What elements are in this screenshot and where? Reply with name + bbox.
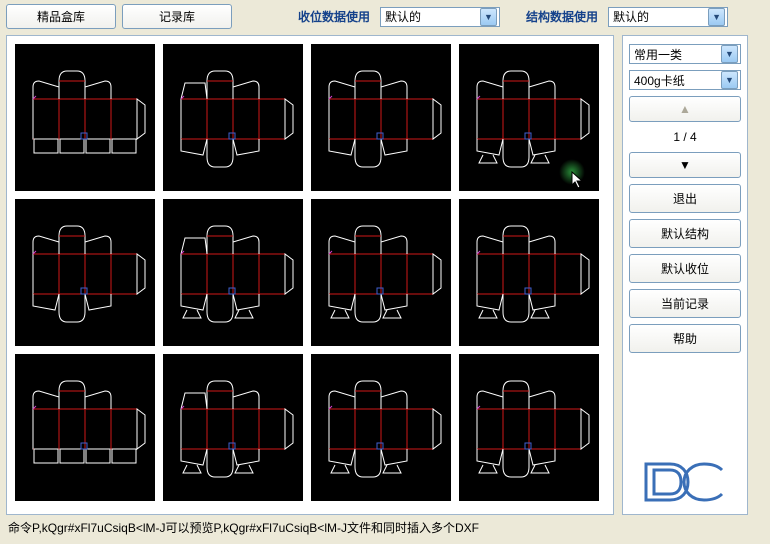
thumbnail-item[interactable] xyxy=(311,199,451,346)
thumbnail-item[interactable] xyxy=(15,44,155,191)
chevron-down-icon: ▼ xyxy=(480,8,497,26)
struct-data-label: 结构数据使用 xyxy=(526,8,598,25)
chevron-down-icon: ▼ xyxy=(708,8,725,26)
struct-data-select-value: 默认的 xyxy=(613,8,649,25)
side-panel: 常用一类 ▼ 400g卡纸 ▼ ▲ 1 / 4 ▼ 退出 默认结构 默认收位 当… xyxy=(622,35,748,515)
main-area: 常用一类 ▼ 400g卡纸 ▼ ▲ 1 / 4 ▼ 退出 默认结构 默认收位 当… xyxy=(0,35,770,515)
top-toolbar: 精品盒库 记录库 收位数据使用 默认的 ▼ 结构数据使用 默认的 ▼ xyxy=(0,0,770,35)
thumbnail-item[interactable] xyxy=(163,44,303,191)
category-select-value: 常用一类 xyxy=(634,46,682,63)
material-select[interactable]: 400g卡纸 ▼ xyxy=(629,70,741,90)
material-select-value: 400g卡纸 xyxy=(634,72,685,89)
default-pos-button[interactable]: 默认收位 xyxy=(629,254,741,283)
pos-data-select-value: 默认的 xyxy=(385,8,421,25)
pos-data-label: 收位数据使用 xyxy=(298,8,370,25)
current-record-button[interactable]: 当前记录 xyxy=(629,289,741,318)
thumbnail-item[interactable] xyxy=(459,44,599,191)
page-indicator: 1 / 4 xyxy=(629,128,741,146)
status-bar: 命令P,kQgr#xFl7uCsiqB<lM-J可以预览P,kQgr#xFl7u… xyxy=(0,515,770,536)
thumbnail-item[interactable] xyxy=(163,199,303,346)
struct-data-select[interactable]: 默认的 ▼ xyxy=(608,7,728,27)
help-button[interactable]: 帮助 xyxy=(629,324,741,353)
page-down-button[interactable]: ▼ xyxy=(629,152,741,178)
page-up-button[interactable]: ▲ xyxy=(629,96,741,122)
thumbnail-item[interactable] xyxy=(459,354,599,501)
dc-logo xyxy=(629,458,741,506)
thumbnail-item[interactable] xyxy=(311,44,451,191)
chevron-down-icon: ▼ xyxy=(721,45,738,63)
premium-box-library-button[interactable]: 精品盒库 xyxy=(6,4,116,29)
thumbnail-item[interactable] xyxy=(311,354,451,501)
category-select[interactable]: 常用一类 ▼ xyxy=(629,44,741,64)
thumbnail-item[interactable] xyxy=(15,199,155,346)
exit-button[interactable]: 退出 xyxy=(629,184,741,213)
thumbnail-item[interactable] xyxy=(163,354,303,501)
pos-data-select[interactable]: 默认的 ▼ xyxy=(380,7,500,27)
record-library-button[interactable]: 记录库 xyxy=(122,4,232,29)
thumbnail-grid xyxy=(6,35,614,515)
chevron-down-icon: ▼ xyxy=(721,71,738,89)
default-struct-button[interactable]: 默认结构 xyxy=(629,219,741,248)
thumbnail-item[interactable] xyxy=(15,354,155,501)
thumbnail-item[interactable] xyxy=(459,199,599,346)
